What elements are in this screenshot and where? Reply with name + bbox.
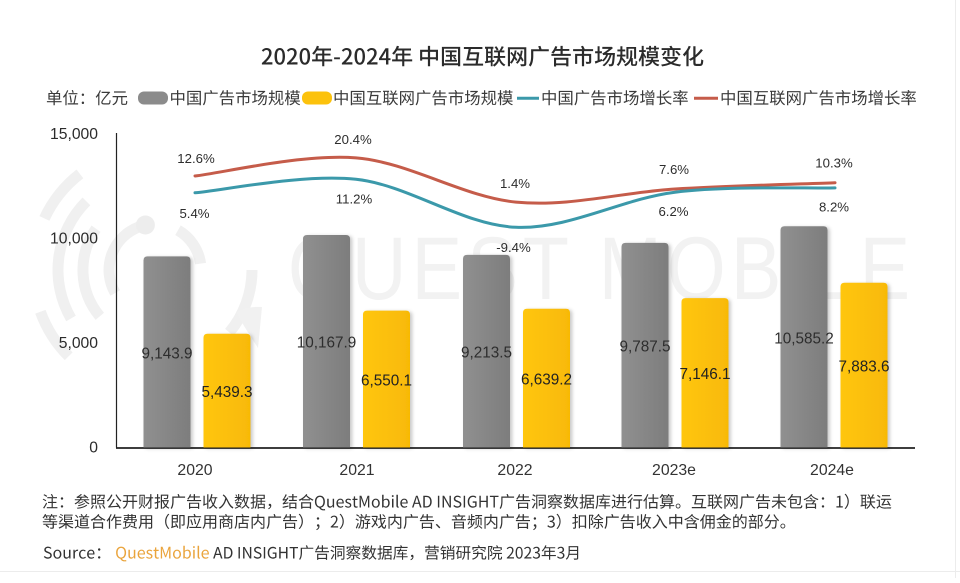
svg-text:12.6%: 12.6% <box>177 151 215 166</box>
svg-text:5,439.3: 5,439.3 <box>201 384 252 401</box>
svg-text:6,639.2: 6,639.2 <box>521 372 572 389</box>
svg-text:2022: 2022 <box>497 462 532 479</box>
svg-text:6,550.1: 6,550.1 <box>361 373 412 390</box>
svg-text:2020: 2020 <box>177 462 212 479</box>
svg-text:5,000: 5,000 <box>59 335 99 352</box>
svg-text:10.3%: 10.3% <box>815 156 853 171</box>
svg-text:2023e: 2023e <box>652 462 696 479</box>
svg-text:7,146.1: 7,146.1 <box>679 366 730 383</box>
svg-text:5.4%: 5.4% <box>179 206 209 221</box>
svg-text:7.6%: 7.6% <box>659 162 689 177</box>
svg-text:2021: 2021 <box>339 462 374 479</box>
svg-text:9,787.5: 9,787.5 <box>619 339 670 356</box>
svg-text:20.4%: 20.4% <box>334 132 372 147</box>
svg-text:7,883.6: 7,883.6 <box>838 359 889 376</box>
svg-text:10,167.9: 10,167.9 <box>297 335 357 352</box>
svg-text:11.2%: 11.2% <box>336 192 373 207</box>
svg-text:10,000: 10,000 <box>50 231 98 248</box>
svg-text:15,000: 15,000 <box>50 126 98 143</box>
svg-text:-9.4%: -9.4% <box>496 240 531 255</box>
svg-text:0: 0 <box>89 440 98 457</box>
svg-text:9,213.5: 9,213.5 <box>461 345 512 362</box>
svg-text:10,585.2: 10,585.2 <box>774 330 834 347</box>
svg-text:9,143.9: 9,143.9 <box>141 345 192 362</box>
svg-text:8.2%: 8.2% <box>819 200 849 215</box>
svg-text:1.4%: 1.4% <box>500 176 530 191</box>
svg-text:2024e: 2024e <box>810 462 854 479</box>
svg-text:6.2%: 6.2% <box>658 204 688 219</box>
